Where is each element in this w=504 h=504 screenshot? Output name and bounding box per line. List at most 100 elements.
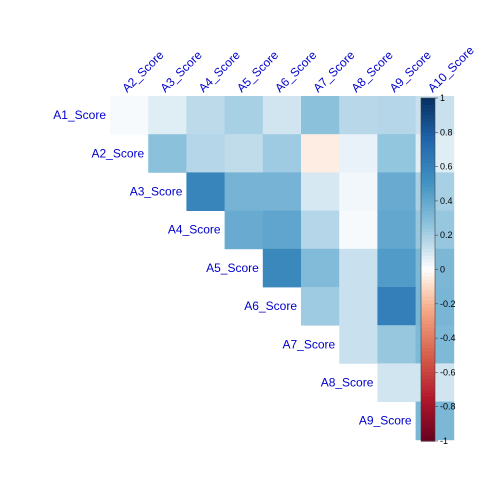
colorbar-segment <box>421 132 435 137</box>
row-label: A2_Score <box>91 146 144 160</box>
colorbar-segment <box>421 255 435 260</box>
colorbar-segment <box>421 324 435 329</box>
colorbar-segment <box>421 403 435 408</box>
colorbar-segment <box>421 221 435 226</box>
colorbar-segment <box>421 430 435 435</box>
heatmap-cell-A4_Score-A7_Score <box>301 210 340 250</box>
heatmap-cell-A2_Score-A6_Score <box>262 134 302 173</box>
colorbar-segment <box>421 122 435 127</box>
row-label: A5_Score <box>206 261 259 275</box>
colorbar-segment <box>421 104 435 109</box>
heatmap-cell-A1_Score-A7_Score <box>301 96 340 135</box>
heatmap-cell-A1_Score-A6_Score <box>262 96 302 135</box>
colorbar-segment <box>421 406 435 411</box>
colorbar-segment <box>421 320 435 325</box>
row-label: A6_Score <box>244 299 297 313</box>
colorbar-segment <box>421 355 435 360</box>
colorbar-segment <box>421 423 435 428</box>
colorbar-segment <box>421 235 435 240</box>
colorbar-segment <box>421 303 435 308</box>
colorbar-segment <box>421 272 435 277</box>
colorbar-segment <box>421 238 435 243</box>
colorbar-segment <box>421 314 435 319</box>
heatmap-cell-A2_Score-A7_Score <box>301 134 340 173</box>
colorbar-segment <box>421 286 435 291</box>
colorbar-segment <box>421 344 435 349</box>
heatmap-cell-A2_Score-A4_Score <box>186 134 225 173</box>
heatmap-cell-A3_Score-A6_Score <box>262 172 302 211</box>
heatmap-cell-A1_Score-A9_Score <box>377 96 416 135</box>
heatmap-cell-A4_Score-A6_Score <box>262 210 302 250</box>
colorbar-segment <box>421 307 435 312</box>
colorbar-segment <box>421 317 435 322</box>
colorbar-segment <box>421 111 435 116</box>
heatmap-cell-A1_Score-A8_Score <box>339 96 378 135</box>
heatmap-cell-A8_Score-A9_Score <box>377 363 416 402</box>
colorbar-segment <box>421 115 435 120</box>
colorbar-segment <box>421 118 435 123</box>
heatmap-cell-A4_Score-A9_Score <box>377 210 416 250</box>
colorbar-segment <box>421 327 435 332</box>
colorbar-segment <box>421 180 435 185</box>
colorbar-segment <box>421 358 435 363</box>
heatmap-cell-A2_Score-A9_Score <box>377 134 416 173</box>
colorbar-segment <box>421 279 435 284</box>
colorbar-segment <box>421 372 435 377</box>
colorbar-segment <box>421 283 435 288</box>
heatmap-cell-A2_Score-A3_Score <box>148 134 187 173</box>
colorbar-segment <box>421 245 435 250</box>
colorbar-segment <box>421 152 435 157</box>
colorbar-segment <box>421 231 435 236</box>
colorbar-segment <box>421 135 435 140</box>
colorbar-segment <box>421 98 435 103</box>
heatmap-cell-A6_Score-A7_Score <box>301 287 340 326</box>
heatmap-cell-A1_Score-A5_Score <box>224 96 264 135</box>
colorbar-segment <box>421 159 435 164</box>
colorbar-segment <box>421 392 435 398</box>
colorbar-segment <box>421 248 435 253</box>
colorbar-tick-label: -1 <box>440 436 448 446</box>
colorbar-segment <box>421 149 435 154</box>
colorbar-tick-label: 0.4 <box>440 196 453 206</box>
colorbar-segment <box>421 427 435 432</box>
colorbar-segment <box>421 166 435 171</box>
heatmap-cell-A2_Score-A5_Score <box>224 134 264 173</box>
heatmap-cell-A1_Score-A3_Score <box>148 96 187 135</box>
colorbar-tick-label: 1 <box>440 93 445 103</box>
colorbar-segment <box>421 173 435 178</box>
colorbar-segment <box>421 252 435 257</box>
heatmap-cells <box>110 96 455 441</box>
colorbar-segment <box>421 187 435 192</box>
colorbar-tick-label: 0 <box>440 265 445 275</box>
colorbar-segment <box>421 183 435 188</box>
column-label: A10_Score <box>425 43 477 95</box>
colorbar-segment <box>421 197 435 202</box>
row-label: A7_Score <box>282 337 335 351</box>
colorbar-segment <box>421 290 435 295</box>
heatmap-cell-A3_Score-A8_Score <box>339 172 378 211</box>
colorbar-segment <box>421 218 435 223</box>
colorbar-segment <box>421 139 435 144</box>
colorbar-segment <box>421 416 435 422</box>
colorbar-segment <box>421 362 435 367</box>
heatmap-cell-A7_Score-A9_Score <box>377 325 416 364</box>
color-legend: 1 0.8 0.6 0.4 0.2 0 -0.2 -0.4 -0.6 -0.8 -1 <box>420 93 456 446</box>
colorbar-tick-label: 0.6 <box>440 162 453 172</box>
colorbar-segment <box>421 293 435 298</box>
heatmap-cell-A7_Score-A8_Score <box>339 325 378 364</box>
colorbar-segment <box>421 266 435 271</box>
colorbar-segment <box>421 375 435 380</box>
colorbar-segment <box>421 276 435 281</box>
colorbar-segment <box>421 382 435 387</box>
colorbar-tick-label: 0.2 <box>440 230 453 240</box>
colorbar-segment <box>421 389 435 394</box>
colorbar-segment <box>421 351 435 356</box>
row-label: A9_Score <box>359 414 412 428</box>
heatmap-cell-A2_Score-A8_Score <box>339 134 378 173</box>
colorbar-segment <box>421 368 435 373</box>
colorbar-segment <box>421 194 435 199</box>
colorbar-segment <box>421 108 435 113</box>
colorbar-segment <box>421 310 435 315</box>
colorbar-segment <box>421 331 435 336</box>
